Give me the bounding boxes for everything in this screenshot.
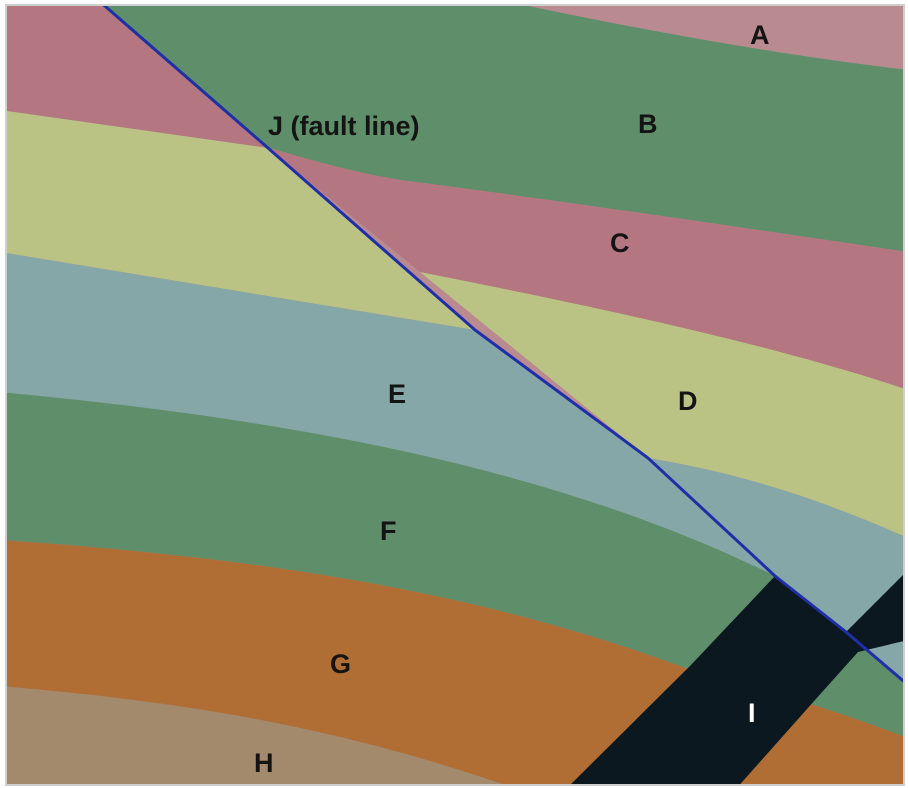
label-h: H xyxy=(254,748,274,778)
fault-line xyxy=(101,5,904,684)
label-b: B xyxy=(638,109,658,139)
layer-h xyxy=(6,686,506,785)
label-i: I xyxy=(748,698,756,728)
layer-b xyxy=(103,5,904,252)
label-f: F xyxy=(380,516,397,546)
label-g: G xyxy=(330,649,351,679)
layer-f xyxy=(6,392,904,737)
label-e: E xyxy=(388,379,406,409)
layer-c-left xyxy=(6,5,268,148)
label-j: J (fault line) xyxy=(268,111,420,141)
layer-d xyxy=(420,272,904,537)
layer-c xyxy=(268,148,904,389)
label-c: C xyxy=(610,228,630,258)
label-a: A xyxy=(750,20,770,50)
frame-border xyxy=(5,4,905,786)
intrusion-i xyxy=(570,574,904,785)
layer-d-left xyxy=(6,110,475,330)
label-d: D xyxy=(678,386,698,416)
